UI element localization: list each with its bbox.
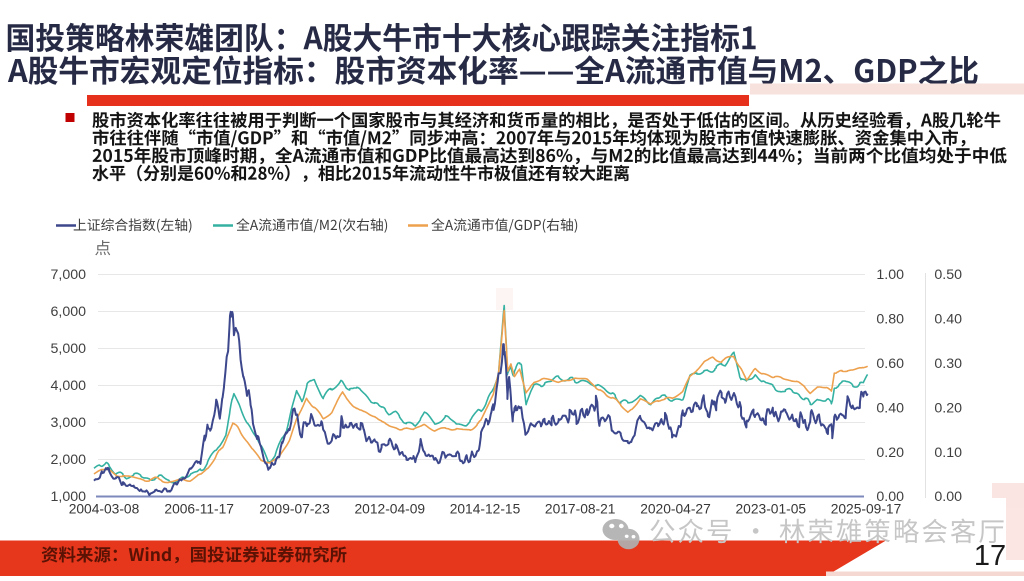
svg-text:7,000: 7,000 [50, 267, 86, 283]
svg-text:2025-09-17: 2025-09-17 [831, 502, 902, 517]
svg-text:6,000: 6,000 [50, 304, 86, 320]
svg-text:0.30: 0.30 [934, 356, 962, 372]
svg-text:1,000: 1,000 [50, 489, 86, 505]
svg-text:1.00: 1.00 [876, 267, 904, 283]
svg-text:0.40: 0.40 [934, 312, 962, 328]
svg-text:5,000: 5,000 [50, 341, 86, 357]
svg-text:17: 17 [974, 540, 1006, 572]
svg-text:2023-01-05: 2023-01-05 [736, 502, 807, 517]
svg-text:4,000: 4,000 [50, 378, 86, 394]
svg-text:2012-04-09: 2012-04-09 [355, 502, 426, 517]
svg-text:0.50: 0.50 [934, 267, 962, 283]
svg-text:0.60: 0.60 [876, 356, 904, 372]
svg-text:0.00: 0.00 [876, 489, 904, 505]
svg-text:0.80: 0.80 [876, 312, 904, 328]
svg-text:2014-12-15: 2014-12-15 [450, 502, 521, 517]
svg-text:2009-07-23: 2009-07-23 [259, 502, 330, 517]
svg-text:2006-11-17: 2006-11-17 [164, 502, 234, 517]
svg-text:0.20: 0.20 [876, 445, 904, 461]
svg-text:2020-04-27: 2020-04-27 [640, 502, 711, 517]
svg-text:2,000: 2,000 [50, 452, 86, 468]
svg-text:0.40: 0.40 [876, 400, 904, 416]
svg-text:2017-08-21: 2017-08-21 [545, 502, 616, 517]
svg-text:3,000: 3,000 [50, 415, 86, 431]
svg-text:2004-03-08: 2004-03-08 [69, 502, 140, 517]
svg-text:0.20: 0.20 [934, 400, 962, 416]
svg-text:0.00: 0.00 [934, 489, 962, 505]
svg-text:0.10: 0.10 [934, 445, 962, 461]
